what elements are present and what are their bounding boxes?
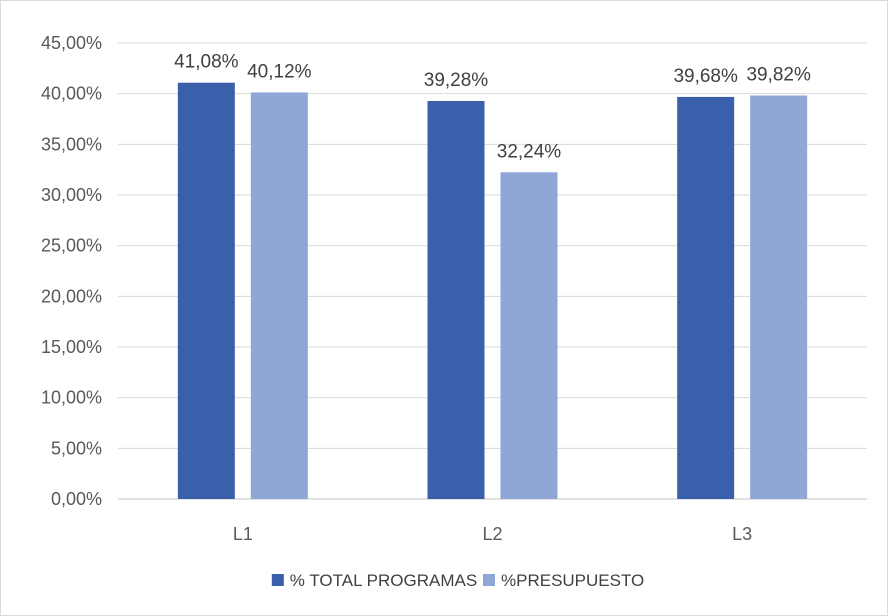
bar-l1-series-2 xyxy=(250,92,308,499)
legend-swatch-series-1 xyxy=(271,574,284,586)
y-tick-label: 35,00% xyxy=(41,134,102,154)
data-label: 32,24% xyxy=(497,141,562,162)
bar-l3-series-2 xyxy=(750,95,808,500)
y-tick-label: 10,00% xyxy=(41,388,102,408)
data-label: 41,08% xyxy=(174,52,239,73)
x-category-label: L2 xyxy=(482,524,502,544)
y-tick-label: 0,00% xyxy=(51,489,102,509)
y-tick-label: 5,00% xyxy=(51,438,102,458)
y-tick-label: 15,00% xyxy=(41,337,102,357)
x-category-label: L1 xyxy=(233,524,253,544)
y-tick-label: 30,00% xyxy=(41,185,102,205)
y-tick-label: 25,00% xyxy=(41,236,102,256)
bar-l1-series-1 xyxy=(177,82,235,500)
legend-swatch-series-2 xyxy=(483,574,495,586)
legend: % TOTAL PROGRAMAS %PRESUPUESTO xyxy=(271,571,644,590)
bar-l2-series-2 xyxy=(500,172,558,499)
y-tick-label: 45,00% xyxy=(41,33,102,53)
data-label: 40,12% xyxy=(247,61,312,82)
y-tick-label: 40,00% xyxy=(41,84,102,104)
bar-l3-series-1 xyxy=(677,96,735,499)
gridlines xyxy=(118,42,867,500)
bar-l2-series-1 xyxy=(427,100,485,499)
data-labels: 41,08% 40,12% 39,28% 32,24% 39,68% 39,82% xyxy=(174,52,811,163)
data-label: 39,82% xyxy=(746,64,811,85)
data-label: 39,68% xyxy=(673,66,738,87)
y-tick-label: 20,00% xyxy=(41,286,102,306)
x-axis-categories: L1 L2 L3 xyxy=(233,524,752,544)
bars xyxy=(177,82,808,500)
x-category-label: L3 xyxy=(732,524,752,544)
y-axis-ticks: 0,00% 5,00% 10,00% 15,00% 20,00% 25,00% 30,00%… xyxy=(41,33,102,509)
legend-label: %PRESUPUESTO xyxy=(501,571,644,590)
legend-label: % TOTAL PROGRAMAS xyxy=(290,571,477,590)
data-label: 39,28% xyxy=(424,70,489,91)
